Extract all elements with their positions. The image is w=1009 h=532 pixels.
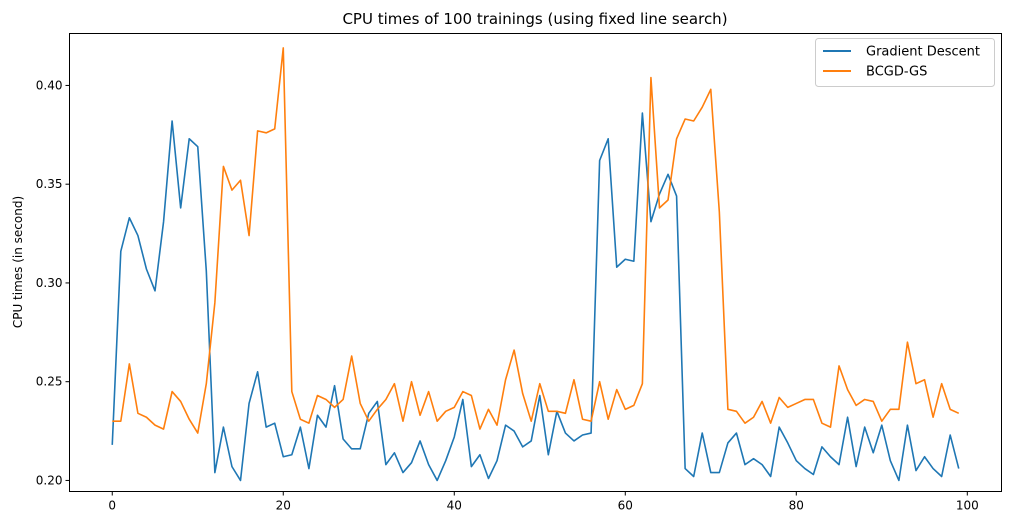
plot-frame <box>69 33 1002 492</box>
y-tick-label: 0.20 <box>36 473 63 487</box>
x-tick-label: 60 <box>618 499 633 513</box>
y-tick-label: 0.25 <box>36 375 63 389</box>
y-tick-label: 0.40 <box>36 78 63 92</box>
legend-label-bcgd-gs: BCGD-GS <box>866 65 927 80</box>
y-axis: 0.20 0.25 0.30 0.35 0.40 <box>36 78 70 487</box>
x-tick-label: 100 <box>956 499 979 513</box>
chart-title: CPU times of 100 trainings (using fixed … <box>342 10 727 28</box>
x-tick-label: 40 <box>447 499 462 513</box>
series-line-bcgd-gs <box>112 47 960 434</box>
series-line-gradient-descent <box>111 112 960 482</box>
y-tick-label: 0.30 <box>36 276 63 290</box>
legend-box <box>815 38 995 87</box>
x-tick-label: 0 <box>108 499 116 513</box>
y-axis-label: CPU times (in second) <box>11 196 25 328</box>
x-axis: 0 20 40 60 80 100 <box>108 491 979 513</box>
y-tick-label: 0.35 <box>36 177 63 191</box>
legend-label-gradient-descent: Gradient Descent <box>866 45 980 60</box>
x-tick-label: 80 <box>789 499 804 513</box>
legend: Gradient Descent BCGD-GS <box>815 38 995 87</box>
series-layer <box>111 47 960 482</box>
x-tick-label: 20 <box>276 499 291 513</box>
